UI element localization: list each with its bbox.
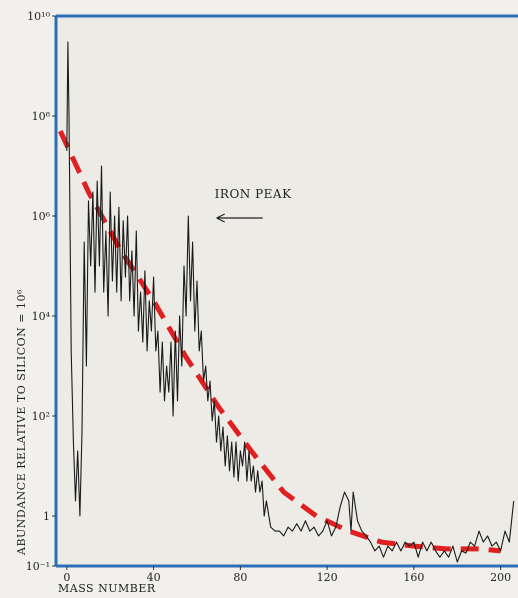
x-tick-label: 120 <box>317 571 338 584</box>
y-tick-label: 10² <box>32 410 50 423</box>
x-tick-label: 80 <box>233 571 247 584</box>
x-tick-label: 0 <box>63 571 70 584</box>
x-tick-label: 40 <box>147 571 161 584</box>
y-axis-title: ABUNDANCE RELATIVE TO SILICON = 10⁶ <box>15 289 28 556</box>
y-tick-label: 10⁻¹ <box>26 560 50 573</box>
iron-peak-label: IRON PEAK <box>215 187 292 201</box>
y-tick-label: 10⁴ <box>32 310 51 323</box>
arrow-head-icon <box>216 213 225 223</box>
x-tick-label: 160 <box>403 571 424 584</box>
y-tick-label: 10⁸ <box>32 110 51 123</box>
y-tick-label: 1 <box>43 510 50 523</box>
y-tick-label: 10⁶ <box>32 210 51 223</box>
x-axis-title: MASS NUMBER <box>58 582 156 595</box>
y-tick-label: 10¹⁰ <box>27 10 50 23</box>
abundance-line <box>66 41 515 563</box>
x-tick-label: 200 <box>490 571 511 584</box>
plot-area <box>56 16 518 566</box>
